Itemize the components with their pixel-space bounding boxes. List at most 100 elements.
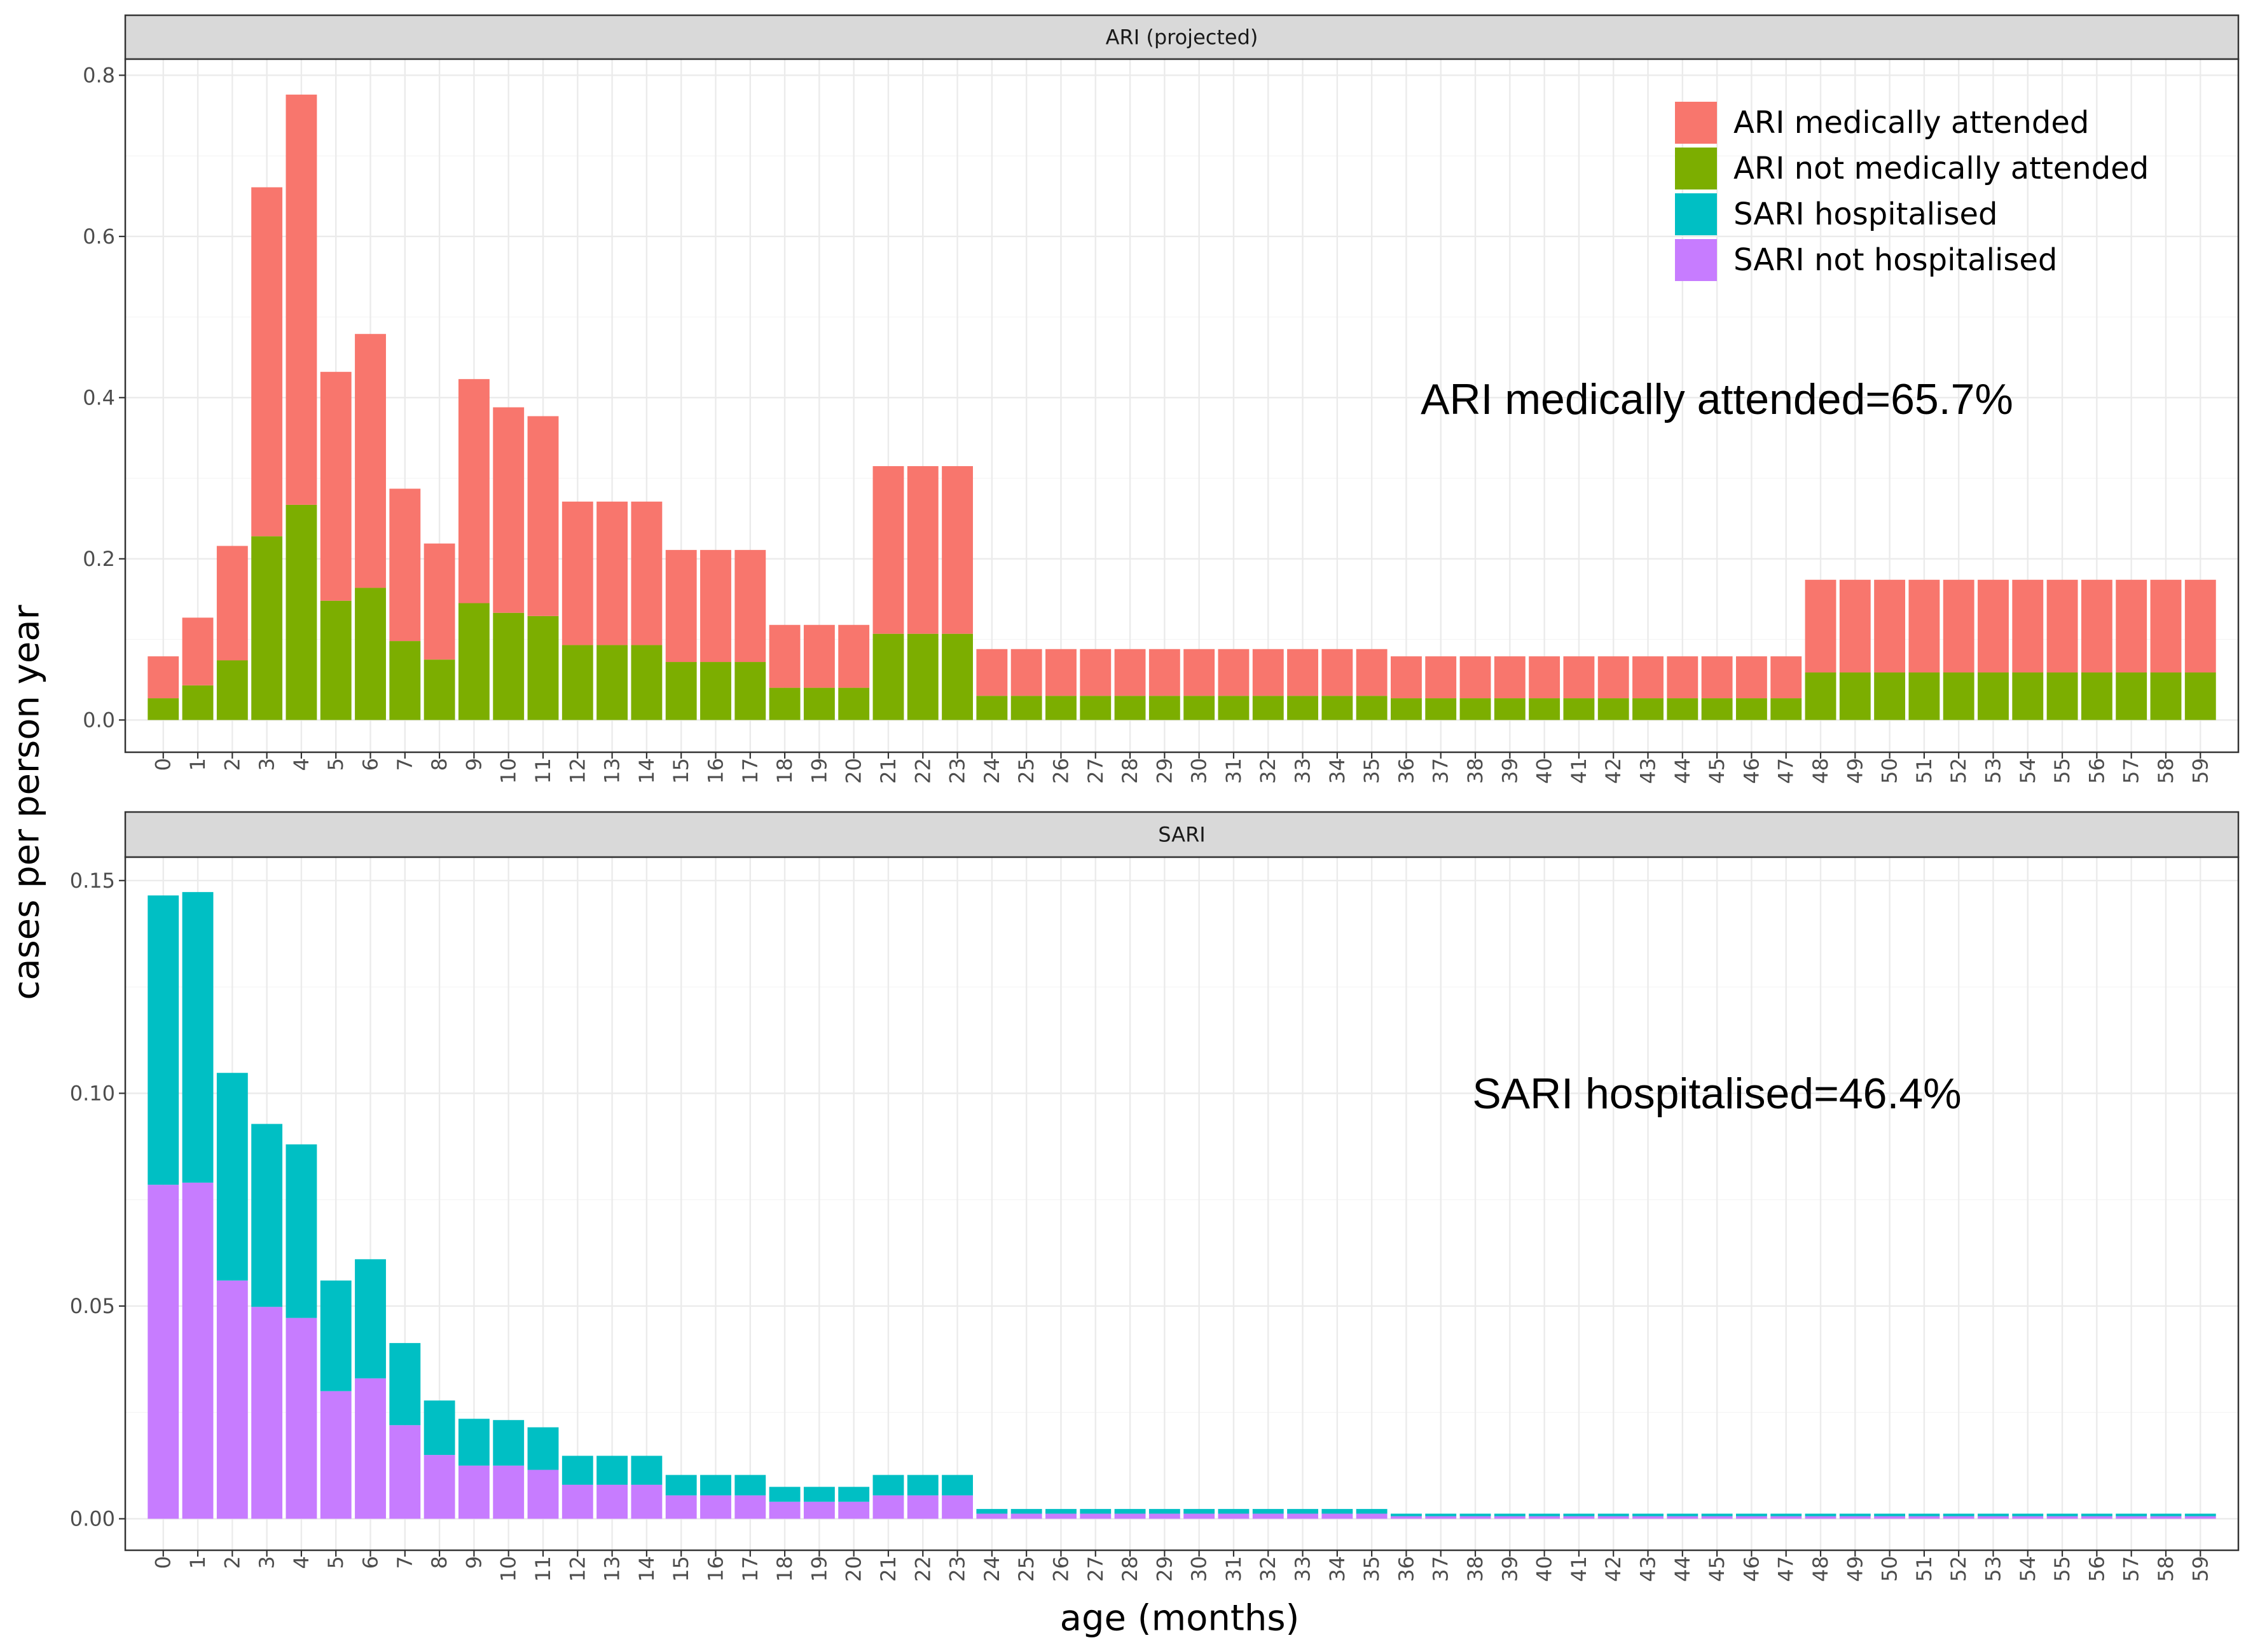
bar	[734, 549, 766, 663]
bar	[907, 466, 939, 634]
bar	[1010, 696, 1042, 720]
bar	[769, 624, 801, 688]
bar	[1874, 579, 1906, 673]
bar	[1701, 656, 1733, 699]
bar	[1529, 1513, 1561, 1517]
bar	[1563, 698, 1595, 720]
bar	[2046, 1513, 2078, 1517]
x-tick-label: 31	[1222, 1556, 1246, 1582]
bar	[665, 662, 697, 720]
x-tick-label: 21	[876, 1556, 900, 1582]
bar	[2046, 579, 2078, 673]
legend: ARI medically attended ARI not medically …	[1675, 102, 2149, 281]
bar	[872, 1495, 904, 1519]
bar	[216, 1280, 248, 1519]
bar	[355, 334, 386, 588]
bar	[2150, 1513, 2182, 1517]
x-tick-label: 48	[1809, 758, 1833, 784]
bar	[527, 416, 559, 616]
bar	[1632, 698, 1664, 720]
x-tick-label: 53	[1981, 1556, 2005, 1582]
bar	[1632, 1513, 1664, 1517]
bar	[1563, 656, 1595, 699]
x-tick-label: 15	[669, 758, 693, 784]
bar	[389, 1343, 421, 1426]
bar	[286, 1318, 317, 1519]
x-tick-label: 51	[1912, 758, 1936, 784]
bar	[1459, 698, 1491, 720]
bar	[1563, 1513, 1595, 1517]
bar	[1978, 579, 2009, 673]
bar	[1287, 1509, 1318, 1514]
y-tick-label: 0.05	[70, 1294, 115, 1318]
x-tick-label: 16	[703, 1556, 727, 1582]
bar	[1839, 672, 1871, 720]
y-tick-label: 0.15	[70, 869, 115, 893]
bar	[803, 1501, 835, 1519]
bar	[2116, 1513, 2147, 1517]
bar	[1943, 579, 1974, 673]
x-tick-label: 29	[1152, 1556, 1176, 1582]
x-tick-label: 40	[1533, 758, 1557, 784]
bar	[700, 1475, 731, 1496]
x-tick-label: 15	[669, 1556, 693, 1582]
bar	[596, 1484, 628, 1519]
bar	[389, 488, 421, 642]
bar	[1425, 1516, 1457, 1519]
x-tick-label: 19	[807, 758, 831, 784]
x-tick-label: 54	[2016, 758, 2040, 784]
bar	[1148, 1509, 1180, 1514]
x-tick-label: 47	[1774, 1556, 1798, 1582]
bar	[631, 501, 663, 645]
x-tick-label: 30	[1187, 758, 1211, 784]
bar	[1701, 698, 1733, 720]
bar	[596, 1456, 628, 1485]
x-tick-label: 29	[1152, 758, 1176, 784]
bar	[1252, 696, 1284, 720]
bar	[1252, 649, 1284, 696]
x-tick-label: 46	[1739, 758, 1763, 784]
panel-strip	[124, 14, 2240, 60]
bar	[424, 659, 455, 720]
bar	[2150, 579, 2182, 673]
bar	[148, 895, 179, 1185]
bar	[734, 662, 766, 720]
bar	[1114, 696, 1146, 720]
bar	[700, 662, 731, 720]
y-tick-label: 0.6	[83, 224, 115, 249]
x-tick-label: 7	[393, 1556, 417, 1569]
legend-label: SARI not hospitalised	[1733, 242, 2057, 278]
x-tick-label: 49	[1843, 1556, 1867, 1582]
bar	[1978, 1513, 2009, 1517]
bar	[1494, 698, 1526, 720]
bar	[2012, 579, 2044, 673]
bar	[596, 645, 628, 720]
x-tick-label: 3	[255, 1556, 279, 1569]
x-tick-label: 35	[1360, 758, 1384, 784]
bar	[2184, 1513, 2216, 1517]
bar	[2012, 672, 2044, 720]
x-tick-label: 6	[359, 758, 383, 771]
panel-annotation: SARI hospitalised=46.4%	[1472, 1070, 1961, 1118]
bar	[320, 371, 352, 601]
bar	[1252, 1509, 1284, 1514]
bar	[1805, 579, 1836, 673]
bar	[1356, 649, 1388, 696]
x-tick-label: 25	[1014, 1556, 1038, 1582]
x-tick-label: 12	[565, 1556, 589, 1582]
bar	[1114, 1513, 1146, 1519]
x-tick-label: 20	[842, 758, 866, 784]
bar	[562, 645, 593, 720]
x-tick-label: 39	[1498, 1556, 1522, 1582]
bar	[1563, 1516, 1595, 1519]
x-tick-label: 35	[1360, 1556, 1384, 1582]
bar	[1356, 696, 1388, 720]
x-tick-label: 11	[531, 758, 555, 784]
bar	[1183, 1509, 1215, 1514]
bar	[1425, 1513, 1457, 1517]
bar	[1114, 1509, 1146, 1514]
x-tick-label: 14	[635, 758, 659, 784]
x-tick-label: 2	[220, 1556, 244, 1569]
x-tick-label: 30	[1187, 1556, 1211, 1582]
x-tick-label: 34	[1325, 1556, 1349, 1582]
